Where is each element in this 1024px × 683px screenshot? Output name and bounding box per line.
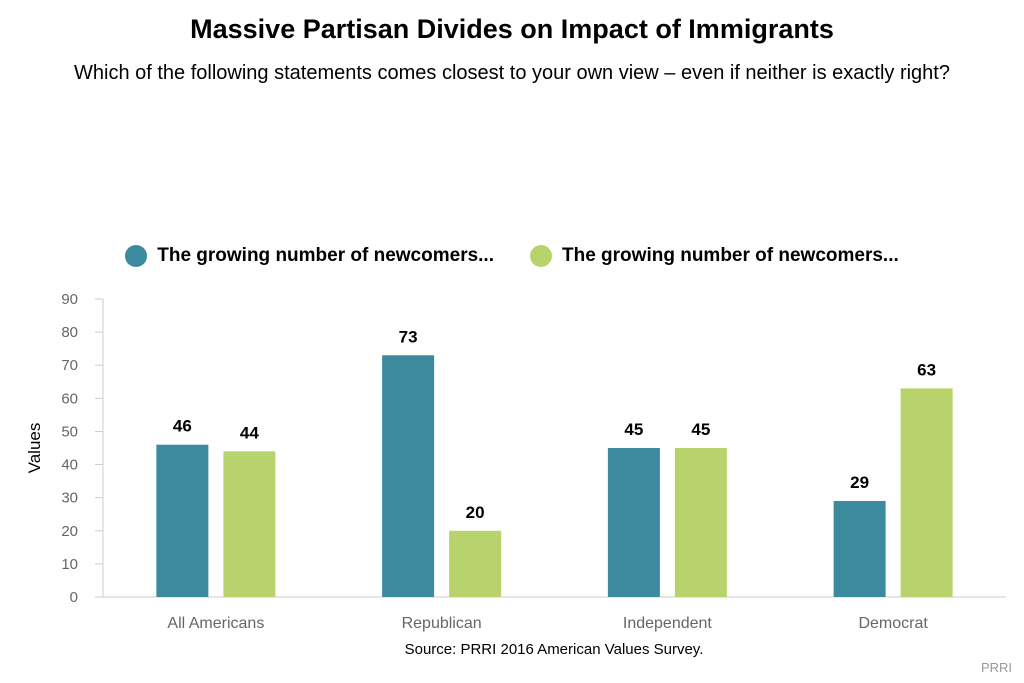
y-tick-label: 40: [61, 457, 78, 474]
y-tick-label: 50: [61, 423, 78, 440]
data-label: 44: [240, 423, 259, 442]
y-tick-label: 60: [61, 390, 78, 407]
chart-title: Massive Partisan Divides on Impact of Im…: [190, 14, 834, 44]
bar-2: [449, 530, 502, 597]
chart-subtitle: Which of the following statements comes …: [74, 62, 950, 84]
legend-marker-series-2: [530, 245, 552, 267]
bar-1: [156, 444, 209, 597]
legend-item-series-1[interactable]: The growing number of newcomers...: [125, 245, 494, 267]
data-label: 63: [917, 360, 936, 379]
legend-item-series-2[interactable]: The growing number of newcomers...: [530, 245, 899, 267]
y-tick-label: 80: [61, 324, 78, 341]
legend: The growing number of newcomers... The g…: [0, 245, 1024, 267]
x-tick-label: All Americans: [167, 615, 264, 632]
credit-label: PRRI: [980, 660, 1012, 675]
x-tick-label: Democrat: [858, 615, 928, 632]
data-label: 45: [624, 420, 643, 439]
x-tick-label: Republican: [402, 615, 482, 632]
y-tick-label: 90: [61, 291, 78, 308]
y-tick-label: 10: [61, 556, 78, 573]
y-tick-label: 70: [61, 357, 78, 374]
data-label: 20: [466, 503, 485, 522]
data-label: 45: [691, 420, 710, 439]
y-tick-label: 20: [61, 523, 78, 540]
bar-1: [607, 448, 660, 597]
legend-marker-series-1: [125, 245, 148, 267]
y-axis-title: Values: [25, 423, 44, 474]
bar-1: [833, 500, 886, 597]
bar-2: [900, 388, 953, 597]
legend-label-series-1: The growing number of newcomers...: [157, 245, 494, 266]
y-tick-label: 0: [70, 589, 78, 606]
data-label: 29: [850, 473, 869, 492]
x-tick-label: Independent: [623, 615, 713, 632]
data-label: 46: [173, 417, 192, 436]
source-note: Source: PRRI 2016 American Values Survey…: [404, 641, 704, 658]
legend-label-series-2: The growing number of newcomers...: [562, 245, 899, 266]
data-label: 73: [399, 327, 418, 346]
y-tick-label: 30: [61, 490, 78, 507]
bar-1: [382, 355, 435, 597]
bar-2: [223, 451, 276, 597]
bar-2: [674, 448, 727, 597]
